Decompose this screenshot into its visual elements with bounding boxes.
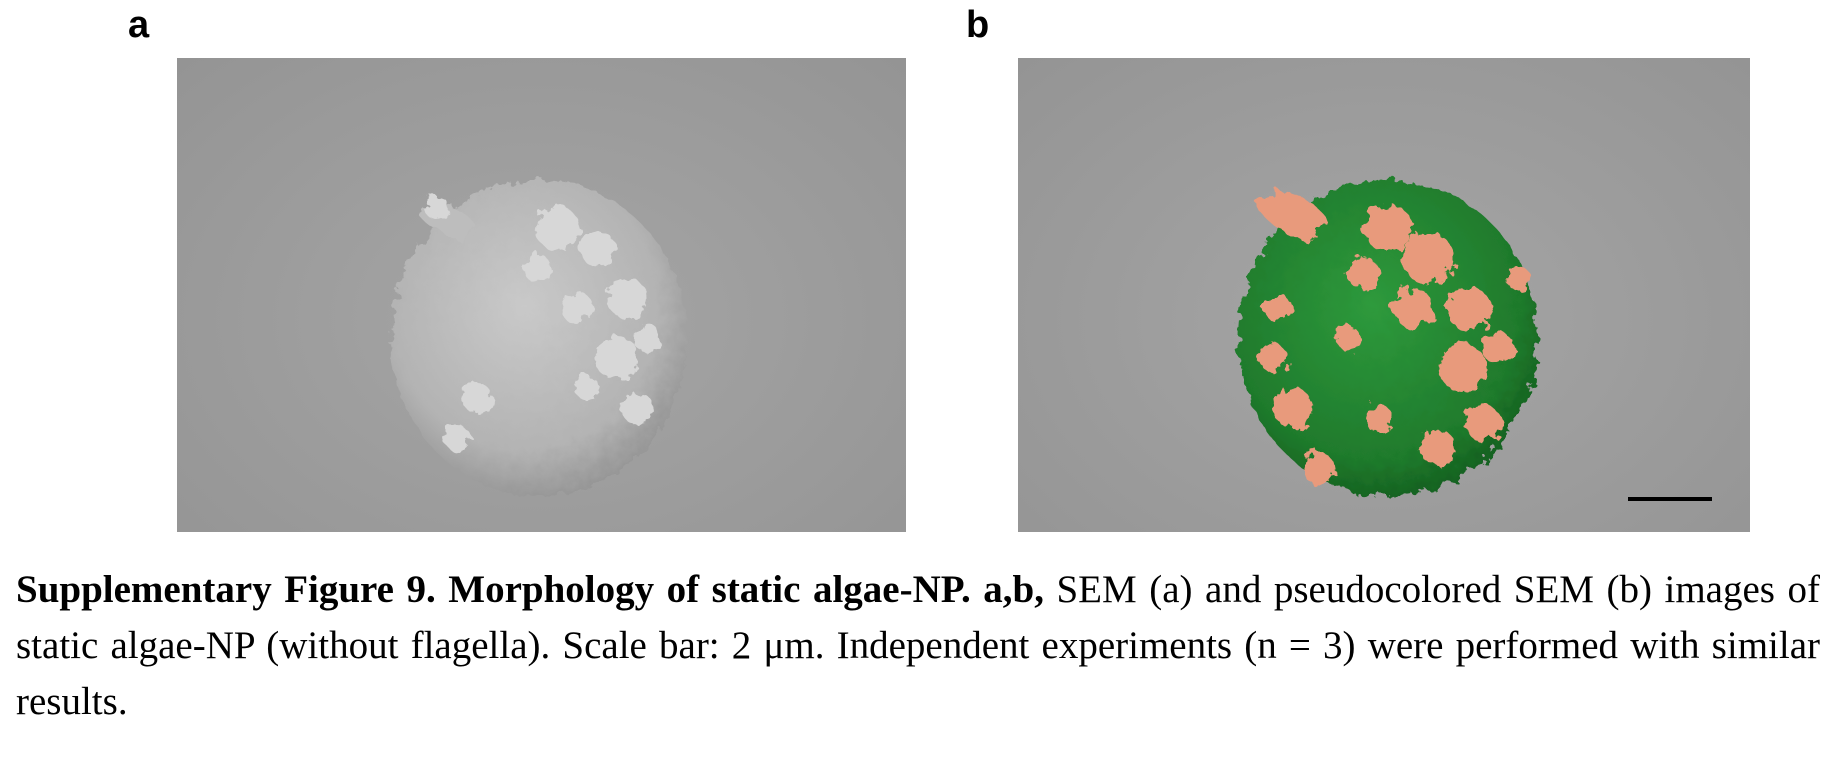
panel-label-b: b	[966, 4, 990, 46]
caption-bold: Supplementary Figure 9. Morphology of st…	[16, 568, 1044, 611]
sem-pseudocolored-cell	[1238, 180, 1712, 501]
sem-image-panel-a	[177, 58, 906, 532]
panel-label-a: a	[128, 4, 150, 46]
caption-text: SEM (a) and pseudocolored SEM (b) images…	[16, 568, 1820, 723]
scale-bar	[1628, 497, 1712, 501]
sem-grayscale-cell	[391, 180, 687, 496]
figure-caption: Supplementary Figure 9. Morphology of st…	[16, 562, 1820, 730]
sem-image-panel-b	[1018, 58, 1750, 532]
